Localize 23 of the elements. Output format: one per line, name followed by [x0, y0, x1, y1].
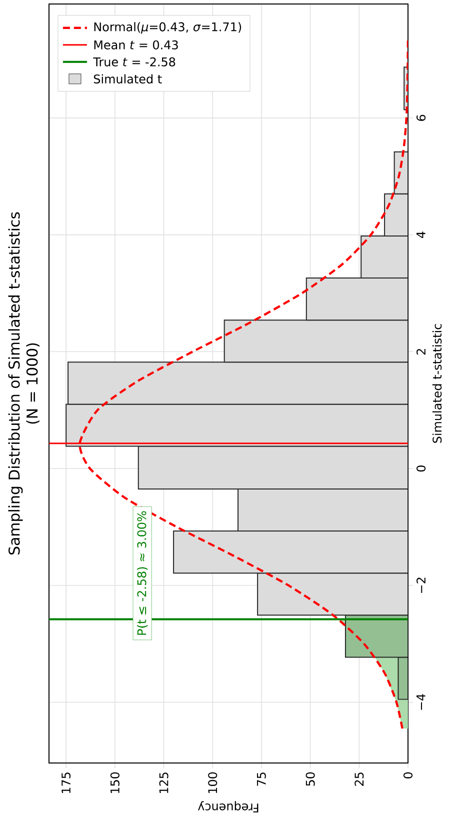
- text: Sampling Distribution of Simulated t-statistics: [8, 212, 23, 554]
- x-tick-label: 75: [257, 772, 266, 786]
- x-tick-label: 150: [110, 772, 120, 794]
- y-axis-title: Simulated t-statistic: [432, 324, 442, 443]
- y-tick-label: −4: [416, 694, 426, 710]
- x-tick-label: 25: [354, 772, 364, 786]
- legend-label: Mean t = 0.43: [94, 40, 178, 50]
- x-axis-title: Frequency: [198, 801, 258, 812]
- legend-label: Normal(μ=0.43, σ=1.71): [94, 22, 242, 34]
- annotation: P(t ≤ -2.58) ≈ 3.00%: [137, 511, 148, 635]
- x-tick-label: 0: [403, 772, 413, 778]
- y-tick-label: 4: [416, 232, 426, 238]
- x-tick-label: 175: [62, 772, 71, 794]
- y-tick-label: 0: [416, 466, 426, 472]
- y-tick-label: 2: [416, 349, 426, 355]
- legend-label: Simulated t: [94, 74, 162, 84]
- x-tick-label: 100: [208, 772, 218, 794]
- legend-label: True t = -2.58: [93, 57, 176, 66]
- y-tick-label: −2: [416, 578, 426, 593]
- x-tick-label: 50: [306, 772, 315, 786]
- x-tick-label: 125: [159, 772, 168, 794]
- text: (N = 1000): [26, 343, 40, 424]
- y-tick-label: 6: [416, 114, 426, 121]
